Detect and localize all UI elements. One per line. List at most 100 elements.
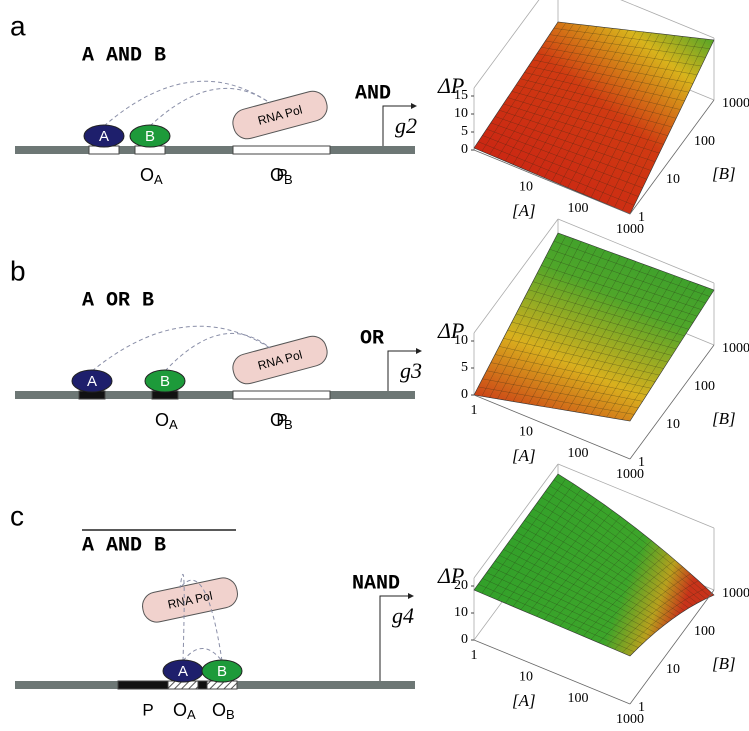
operator-main: O: [173, 700, 187, 720]
factor-label: B: [160, 373, 170, 390]
surface-mesh: [503, 549, 660, 630]
surface-mesh: [551, 261, 637, 409]
surface-mesh: [520, 249, 606, 403]
a-tick-label: 10: [519, 425, 533, 440]
surface-mesh: [490, 122, 647, 180]
surface-mesh: [499, 346, 656, 382]
surface-mesh: [614, 38, 699, 208]
b-tick-label: 1000: [722, 341, 749, 356]
transcription-factor: [71, 369, 113, 393]
panel-label: c: [10, 500, 24, 531]
surface-mesh: [583, 553, 668, 637]
operator-main: O: [155, 410, 169, 430]
operator-sub: A: [187, 707, 196, 722]
surface-mesh: [489, 238, 574, 398]
operator-sub: B: [284, 417, 293, 432]
b-axis: [629, 589, 715, 705]
z-tick-label: 5: [461, 360, 468, 375]
surface-mesh: [543, 29, 629, 178]
surface-mesh: [541, 46, 698, 76]
promoter: [232, 145, 331, 155]
interaction-arc: [149, 87, 271, 127]
arrow-head: [411, 103, 417, 109]
b-tick-label: 1: [638, 455, 645, 470]
surface-mesh: [520, 78, 677, 119]
interaction-arc: [179, 574, 185, 662]
surface-mesh: [567, 32, 652, 188]
logic-label: A AND B: [82, 44, 166, 67]
surface-mesh: [590, 275, 676, 415]
plot-box: [473, 463, 559, 579]
surface-mesh: [528, 28, 613, 172]
z-axis-label: ΔP: [437, 73, 464, 98]
surface-mesh: [490, 566, 647, 641]
promoter-label: P: [142, 700, 153, 719]
surface-mesh: [598, 278, 684, 416]
surface-mesh: [507, 97, 664, 145]
surface-mesh: [606, 37, 691, 205]
surface-mesh: [541, 265, 698, 317]
surface-mesh: [567, 540, 652, 630]
interaction-arc: [91, 325, 271, 372]
surface-mesh: [528, 510, 613, 614]
polymerase-body: [142, 577, 238, 623]
surface-mesh: [524, 297, 681, 343]
surface-mesh: [515, 313, 673, 356]
operator-main: O: [140, 165, 154, 185]
surface-mesh: [590, 35, 676, 198]
b-tick-label: 100: [694, 379, 715, 394]
surface-mesh: [494, 560, 652, 637]
polymerase-body: [232, 90, 328, 140]
surface-mesh: [490, 362, 647, 396]
z-tick-label: 10: [454, 106, 468, 121]
surface-mesh: [481, 235, 567, 397]
a-tick-label: 1000: [616, 467, 644, 482]
surface-mesh: [499, 554, 656, 633]
operator-main: O: [270, 165, 284, 185]
surface-mesh: [553, 28, 710, 49]
surface-mesh: [528, 252, 613, 405]
surface-mesh: [520, 305, 677, 350]
a-tick-label: 1000: [616, 222, 644, 237]
b-tick-label: 100: [694, 134, 715, 149]
surface-mesh: [536, 29, 621, 175]
operator-label: OA: [155, 410, 178, 433]
factor-label: B: [145, 128, 155, 145]
surface-mesh: [512, 26, 598, 165]
surface-mesh: [528, 289, 685, 337]
a-axis-label: [A]: [512, 691, 536, 710]
b-tick-label: 100: [694, 624, 715, 639]
surface-mesh: [507, 329, 664, 369]
surface-mesh: [553, 240, 710, 297]
b-tick-label: 1: [638, 700, 645, 715]
operator-sub: A: [154, 172, 163, 187]
promoter-arrow: [382, 105, 411, 146]
b-tick-label: 1: [638, 210, 645, 225]
surface-mesh: [553, 479, 710, 598]
surface-mesh: [536, 273, 694, 323]
surface-mesh: [481, 22, 567, 152]
surface-mesh: [532, 508, 689, 609]
surface-mesh: [524, 520, 681, 614]
surface-mesh: [536, 502, 694, 606]
polymerase: RNA Pol: [232, 335, 328, 385]
operator-sub: A: [169, 417, 178, 432]
z-tick-label: 20: [454, 578, 468, 593]
a-tick-label: 100: [568, 691, 589, 706]
polymerase: RNA Pol: [142, 577, 238, 623]
a-tick-label: 1000: [616, 712, 644, 727]
surface-mesh: [503, 338, 660, 376]
surface-mesh: [559, 31, 645, 185]
z-tick-label: 0: [461, 387, 468, 402]
surface-mesh: [536, 53, 694, 84]
surface-mesh: [486, 128, 643, 189]
surface-mesh: [504, 25, 590, 162]
surface-mesh: [528, 514, 685, 611]
surface-mesh: [544, 522, 629, 620]
surface-mesh: [520, 27, 606, 168]
gate-label: NAND: [352, 572, 400, 595]
surface-mesh: [614, 284, 699, 419]
gene-label: g3: [400, 358, 422, 383]
operator-label: OB: [212, 700, 235, 723]
